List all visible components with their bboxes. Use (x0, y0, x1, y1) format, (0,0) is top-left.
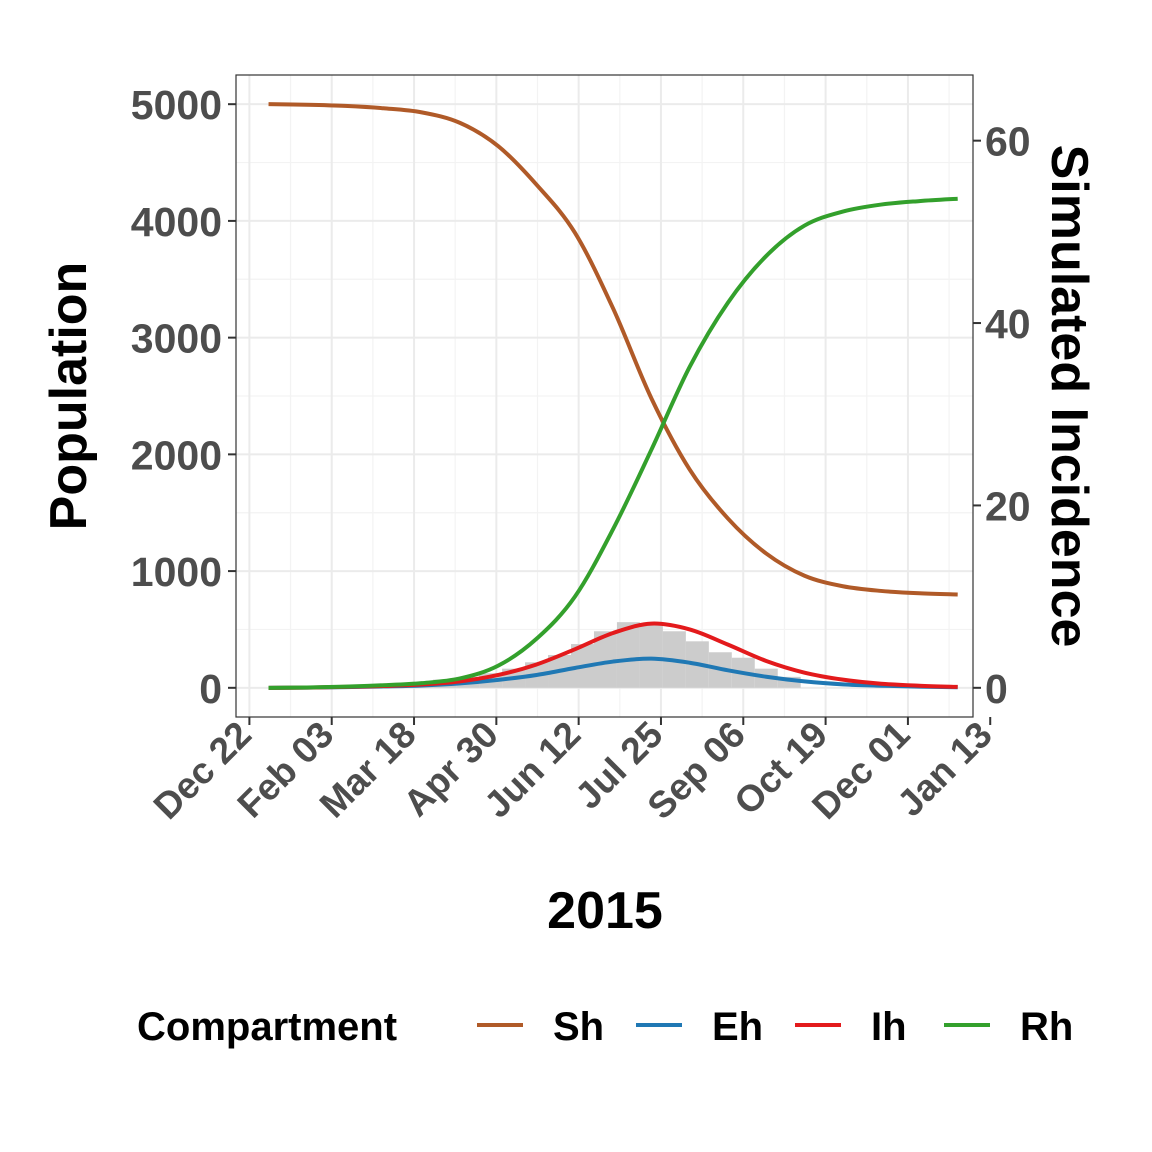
incidence-bar (616, 622, 640, 688)
legend: Compartment Sh Eh Ih Rh (137, 1005, 1073, 1049)
incidence-bar (593, 631, 617, 688)
y2-tick-label: 40 (985, 301, 1031, 347)
incidence-bars (364, 622, 801, 688)
y2-tick-label: 0 (985, 666, 1008, 712)
x-tick-label: Jan 13 (889, 714, 999, 824)
y-tick-label: 0 (199, 666, 222, 712)
panel-border (235, 74, 974, 718)
x-axis-title: 2015 (547, 882, 663, 940)
y2-axis-ticks: 0 20 40 60 (973, 119, 1031, 712)
y-axis-title: Population (40, 262, 98, 531)
y2-axis-title: Simulated Incidence (1040, 145, 1098, 648)
y2-tick-label: 60 (985, 119, 1031, 165)
legend-label-sh: Sh (553, 1005, 604, 1049)
legend-label-eh: Eh (712, 1005, 763, 1049)
minor-gridlines (236, 75, 973, 717)
series-lines (268, 102, 958, 690)
legend-label-ih: Ih (871, 1005, 907, 1049)
y2-tick-label: 20 (985, 483, 1031, 529)
y-tick-label: 4000 (131, 199, 222, 245)
series-line-rh (268, 196, 958, 690)
legend-label-rh: Rh (1020, 1005, 1073, 1049)
y-tick-label: 3000 (131, 316, 222, 362)
incidence-bar (639, 623, 663, 688)
y-tick-label: 1000 (131, 549, 222, 595)
y-axis-ticks: 0 1000 2000 3000 4000 5000 (131, 82, 236, 712)
series-line-sh (268, 102, 958, 597)
incidence-bar (777, 676, 801, 688)
y-tick-label: 2000 (131, 432, 222, 478)
legend-title: Compartment (137, 1005, 397, 1049)
y-tick-label: 5000 (131, 82, 222, 128)
